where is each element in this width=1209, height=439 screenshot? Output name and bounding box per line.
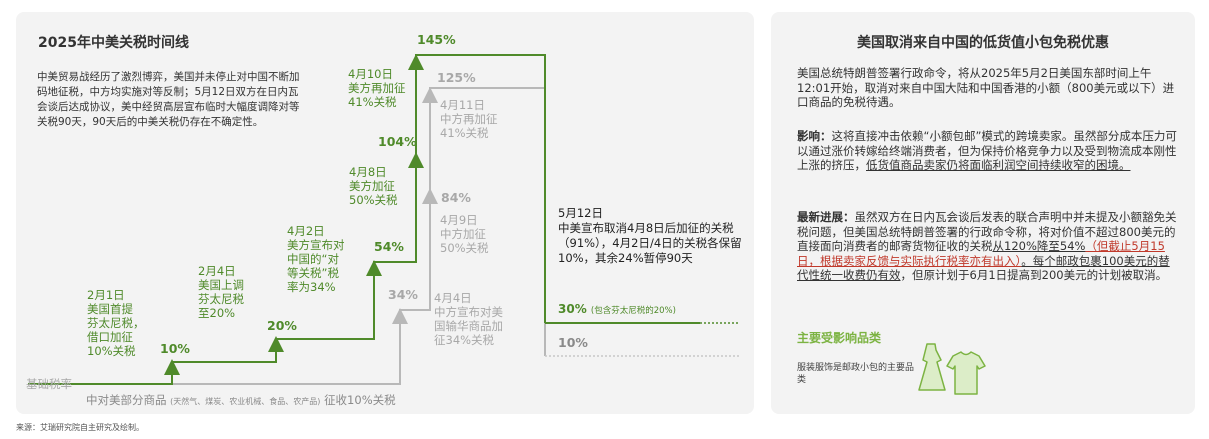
- us-apr2-label: 4月2日 美方宣布对 中国的“对 等关税”税 率为34%: [287, 224, 345, 294]
- cn-pct-125: 125%: [437, 70, 476, 85]
- cn-apr4-label: 4月4日 中方宣布对美 国输华商品加 征34%关税: [434, 291, 503, 347]
- progress-underline-1: 从120%降至54%: [992, 239, 1086, 253]
- us-pct-104: 104%: [378, 134, 417, 149]
- cn-apr11-label: 4月11日 中方再加征 41%关税: [440, 98, 498, 140]
- us-feb1-label: 2月1日 美国首提 芬太尼税， 借口加征 10%关税: [87, 288, 145, 358]
- products-title: 主要受影响品类: [797, 331, 882, 345]
- source-note: 来源：艾瑞研究院自主研究及绘制。: [16, 423, 144, 432]
- us-pct-30: 30%: [558, 302, 587, 316]
- impact-label: 影响：: [797, 129, 832, 143]
- products-text: 服装服饰是邮政小包的主要品类: [797, 363, 915, 385]
- cn-pct-84: 84%: [441, 190, 471, 205]
- cn-feb-label-tail: 征收10%关税: [324, 393, 396, 407]
- de-minimis-panel: [771, 12, 1195, 414]
- cn-apr9-label: 4月9日 中方加征 50%关税: [440, 213, 489, 255]
- cn-pct-34: 34%: [388, 287, 418, 302]
- paragraph-impact: 影响：这将直接冲击依赖“小额包邮”模式的跨境卖家。虽然部分成本压力可以通过涨价转…: [797, 129, 1177, 173]
- us-pct-10: 10%: [160, 341, 190, 356]
- us-apr10-label: 4月10日 美方再加征 41%关税: [348, 67, 406, 109]
- cn-feb-label: 中对美部分商品 (天然气、煤炭、农业机械、食品、农产品) 征收10%关税: [86, 392, 396, 408]
- us-pct-30-sub: (包含芬太尼税的20%): [590, 306, 676, 316]
- impact-underline: 低货值商品卖家仍将面临利润空间持续收窄的困境。: [866, 158, 1131, 172]
- paragraph-progress: 最新进展：虽然双方在日内瓦会谈后发表的联合声明中并未提及小额豁免关税问题，但美国…: [797, 210, 1177, 283]
- progress-red-note: （但截止5月15日，根据卖家反馈与实际执行税率亦有出入）: [797, 239, 1165, 268]
- us-pct-54: 54%: [374, 239, 404, 254]
- intro-text: 中美贸易战经历了激烈博弈，美国并未停止对中国不断加码地征税，中方均实施对等反制；…: [37, 71, 300, 128]
- cn-feb-label-main: 中对美部分商品: [86, 393, 167, 407]
- chart-title: 2025年中美关税时间线: [38, 35, 189, 51]
- cn-feb-label-goods: (天然气、煤炭、农业机械、食品、农产品): [170, 397, 321, 406]
- clothing-icon: [918, 343, 986, 395]
- right-title: 美国取消来自中国的低货值小包免税优惠: [857, 35, 1109, 51]
- progress-text: 虽然双方在日内瓦会谈后发表的联合声明中并未提及小额豁免关税问题，但美国总统特朗普…: [797, 210, 1177, 253]
- paragraph-order: 美国总统特朗普签署行政命令，将从2025年5月2日美国东部时间上午12:01开始…: [797, 66, 1175, 109]
- impact-text: 这将直接冲击依赖“小额包邮”模式的跨境卖家。虽然部分成本压力可以通过涨价转嫁给终…: [797, 129, 1177, 172]
- may12-label: 5月12日 中美宣布取消4月8日后加征的关税（91%），4月2日/4日的关税各保…: [558, 206, 742, 265]
- base-rate-label: 基础税率: [26, 377, 72, 391]
- us-pct-145: 145%: [417, 32, 456, 47]
- timeline-panel: [16, 12, 754, 414]
- progress-underline-2: 。每个邮政包裹100美元的替代性统一收费仍有效: [797, 253, 1170, 283]
- cn-pct-10: 10%: [558, 335, 588, 350]
- us-pct-30-note: 30% (包含芬太尼税的20%): [558, 302, 676, 316]
- us-apr8-label: 4月8日 美方加征 50%关税: [349, 165, 398, 207]
- us-feb4-label: 2月4日 美国上调 芬太尼税 至20%: [198, 264, 244, 320]
- us-pct-20: 20%: [267, 318, 297, 333]
- progress-label: 最新进展：: [797, 210, 855, 224]
- progress-tail: ，但原计划于6月1日提高到200美元的计划被取消。: [900, 268, 1168, 282]
